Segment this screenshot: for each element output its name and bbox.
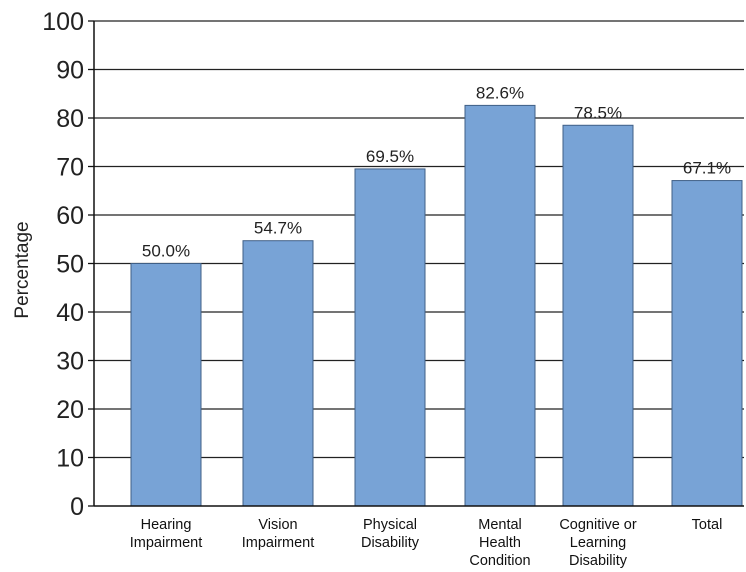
category-label: Vision (258, 517, 297, 533)
bar-value-label: 82.6% (476, 83, 524, 102)
bar (130, 263, 202, 507)
bars (130, 104, 743, 507)
bar-value-label: 67.1% (683, 159, 731, 178)
bar (562, 124, 634, 507)
category-label: Learning (570, 535, 626, 551)
y-axis-title: Percentage (12, 221, 33, 318)
bar (464, 104, 536, 507)
y-tick-label: 50 (56, 251, 84, 279)
y-tick-label: 90 (56, 57, 84, 85)
y-tick-label: 30 (56, 348, 84, 376)
bar-value-labels: 50.0% 54.7% 69.5% 82.6% 78.5% 67.1% (142, 83, 731, 260)
y-tick-label: 60 (56, 202, 84, 230)
category-label: Cognitive or (559, 517, 637, 533)
category-label: Disability (569, 553, 628, 569)
category-label: Disability (361, 535, 420, 551)
x-axis-categories: Hearing Impairment Vision Impairment Physica… (130, 517, 723, 569)
bar-value-label: 69.5% (366, 147, 414, 166)
y-tick-label: 70 (56, 154, 84, 182)
category-label: Physical (363, 517, 417, 533)
y-tick-label: 10 (56, 445, 84, 473)
y-tick-label: 0 (70, 493, 84, 521)
y-axis-ticks: 0 10 20 30 40 50 60 70 80 90 100 (42, 8, 94, 521)
category-label: Hearing (141, 517, 192, 533)
bar (354, 168, 426, 507)
bar-value-label: 50.0% (142, 242, 190, 261)
bar-value-label: 78.5% (574, 103, 622, 122)
category-label: Impairment (130, 535, 203, 551)
category-label: Mental (478, 517, 522, 533)
category-label: Total (692, 517, 723, 533)
bar (242, 240, 314, 507)
y-tick-label: 80 (56, 105, 84, 133)
category-label: Health (479, 535, 521, 551)
bar (671, 180, 743, 507)
category-label: Impairment (242, 535, 315, 551)
bar-value-label: 54.7% (254, 219, 302, 238)
y-tick-label: 40 (56, 299, 84, 327)
y-tick-label: 20 (56, 396, 84, 424)
y-tick-label: 100 (42, 8, 84, 36)
category-label: Condition (469, 553, 530, 569)
